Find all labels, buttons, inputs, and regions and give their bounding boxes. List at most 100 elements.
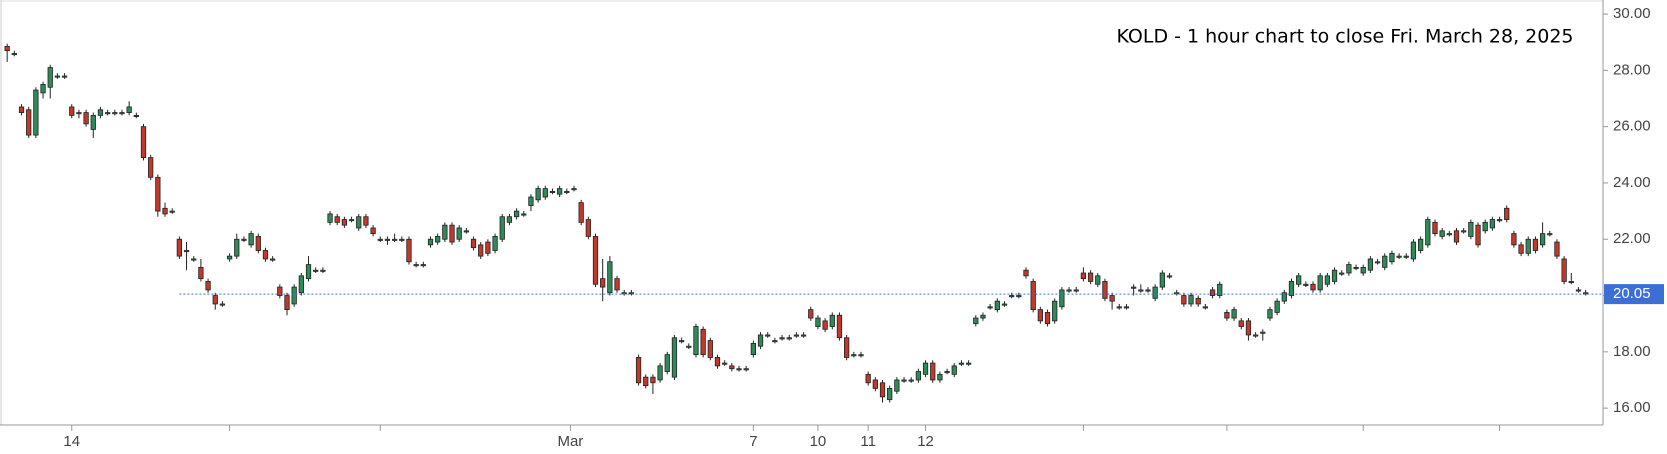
candle-body <box>1331 269 1338 282</box>
candle-body <box>1166 275 1173 278</box>
x-tick-label: Mar <box>557 433 583 450</box>
candle-body <box>757 334 764 347</box>
candle-body <box>585 219 591 237</box>
candle-body <box>1403 255 1409 258</box>
candle-body <box>33 89 39 136</box>
candle-body <box>1439 230 1445 237</box>
candle-body <box>829 314 835 327</box>
candle-body <box>119 112 125 115</box>
candle-body <box>607 261 613 294</box>
candle-body <box>1245 320 1252 336</box>
candle-body <box>772 340 778 343</box>
candle-body <box>148 157 154 178</box>
candle-body <box>176 238 182 257</box>
candle-body <box>1080 272 1087 280</box>
candle-body <box>635 357 642 384</box>
candle-body <box>915 371 922 381</box>
candle-body <box>1224 312 1230 319</box>
candle-body <box>592 236 599 285</box>
candle-body <box>1410 241 1417 260</box>
x-tick-label: 14 <box>63 433 80 450</box>
candle-body <box>693 326 699 356</box>
candle-body <box>284 295 290 311</box>
candle-body <box>47 67 53 88</box>
candle-body <box>1267 309 1273 319</box>
candle-body <box>219 303 226 306</box>
candle-body <box>40 84 46 94</box>
candle-body <box>1425 219 1431 246</box>
candle-body <box>836 314 843 339</box>
candle-body <box>1109 295 1115 302</box>
candle-body <box>1252 334 1259 337</box>
candle-body <box>1159 272 1165 288</box>
candle-body <box>1303 283 1309 286</box>
candle-body <box>126 106 132 113</box>
candle-body <box>1231 309 1237 319</box>
y-tick-label: 26.00 <box>1613 118 1651 135</box>
candle-body <box>1432 221 1438 235</box>
candle-body <box>313 269 319 272</box>
x-tick-label: 7 <box>749 433 757 450</box>
candle-body <box>1396 255 1402 258</box>
candle-body <box>549 190 556 193</box>
candle-body <box>1324 275 1330 285</box>
candle-body <box>1087 272 1094 282</box>
candle-body <box>700 328 706 356</box>
candle-body <box>327 213 333 223</box>
candle-body <box>1568 281 1574 284</box>
candle-body <box>478 244 484 257</box>
candle-body <box>894 379 900 392</box>
candle-body <box>1489 219 1496 229</box>
candle-body <box>1583 292 1589 295</box>
price-label-box <box>1604 284 1664 305</box>
candle-body <box>657 365 663 381</box>
candle-body <box>1059 289 1065 308</box>
candle-body <box>1310 283 1316 291</box>
candle-body <box>1009 295 1015 298</box>
candle-body <box>155 176 161 212</box>
candle-body <box>291 286 297 305</box>
candle-body <box>26 109 32 136</box>
candle-body <box>1482 221 1488 232</box>
candle-body <box>851 354 857 357</box>
candle-body <box>1539 233 1546 246</box>
candle-body <box>1116 306 1122 309</box>
candle-body <box>887 388 893 401</box>
candle-body <box>348 219 355 222</box>
candle-body <box>4 46 10 52</box>
candle-body <box>363 216 369 226</box>
candle-body <box>1152 286 1158 299</box>
candle-body <box>535 188 541 201</box>
candle-body <box>793 334 800 337</box>
candle-body <box>1195 297 1201 305</box>
candle-body <box>1561 258 1567 282</box>
candle-body <box>614 278 620 291</box>
candle-body <box>528 196 534 206</box>
candle-body <box>435 236 441 243</box>
y-tick-label: 16.00 <box>1613 399 1651 416</box>
candle-body <box>1131 286 1137 289</box>
candle-body <box>722 362 728 365</box>
chart-title: KOLD - 1 hour chart to close Fri. March … <box>1116 26 1573 48</box>
candle-body <box>1554 241 1560 257</box>
candle-body <box>234 238 240 257</box>
candle-body <box>786 337 792 340</box>
candle-body <box>815 317 821 327</box>
candle-body <box>908 379 914 382</box>
candle-body <box>858 354 864 357</box>
candle-body <box>205 281 211 291</box>
candle-body <box>937 373 943 381</box>
candle-body <box>1511 233 1517 246</box>
candle-body <box>686 345 692 348</box>
candle-body <box>298 275 304 294</box>
candle-body <box>671 337 678 378</box>
candle-body <box>1496 219 1503 222</box>
candle-body <box>1360 266 1366 274</box>
candle-body <box>808 309 814 319</box>
candle-body <box>1461 230 1467 233</box>
candle-body <box>399 238 405 241</box>
candle-body <box>1281 292 1287 302</box>
candle-body <box>1044 312 1051 325</box>
